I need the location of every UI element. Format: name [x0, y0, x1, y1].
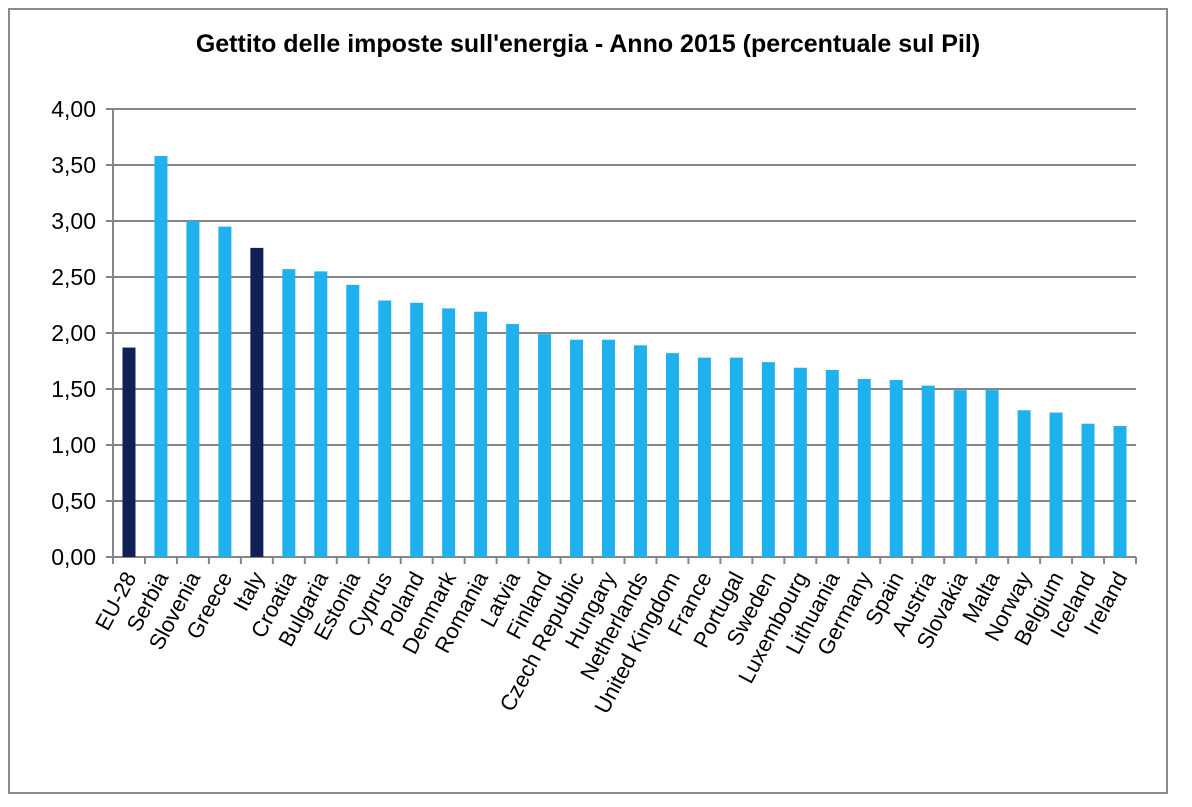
y-tick-label: 0,50 [51, 488, 96, 514]
bar-finland [538, 334, 552, 557]
bar-malta [985, 390, 999, 557]
bar-austria [921, 385, 935, 557]
bar-czech-republic [570, 339, 584, 557]
bar-iceland [1081, 423, 1095, 557]
bar-norway [1017, 410, 1031, 557]
y-tick-label: 3,00 [51, 208, 96, 234]
chart-title: Gettito delle imposte sull'energia - Ann… [195, 30, 981, 58]
y-tick-label: 0,00 [51, 544, 96, 570]
bar-denmark [442, 308, 456, 557]
bar-estonia [346, 284, 360, 557]
y-tick-label: 2,00 [51, 320, 96, 346]
bar-sweden [761, 362, 775, 557]
bar-france [697, 357, 711, 557]
bar-ireland [1113, 425, 1127, 557]
bar-belgium [1049, 412, 1063, 557]
bar-slovenia [186, 221, 200, 557]
y-tick-label: 2,50 [51, 264, 96, 290]
chart-frame [8, 8, 1168, 794]
bar-croatia [282, 269, 296, 557]
bar-italy [250, 247, 264, 557]
bar-united-kingdom [665, 353, 679, 557]
bar-cyprus [378, 300, 392, 557]
bar-spain [889, 380, 903, 557]
bar-greece [218, 226, 232, 557]
y-tick-label: 1,50 [51, 376, 96, 402]
bar-lithuania [825, 369, 839, 557]
bar-latvia [506, 324, 520, 557]
bar-serbia [154, 156, 168, 558]
bar-eu-28 [122, 347, 136, 557]
y-tick-label: 4,00 [51, 96, 96, 122]
bar-romania [474, 311, 488, 557]
bar-germany [857, 378, 871, 557]
bar-netherlands [633, 345, 647, 557]
y-tick-label: 1,00 [51, 432, 96, 458]
bar-bulgaria [314, 271, 328, 557]
bar-hungary [602, 339, 616, 557]
y-tick-label: 3,50 [51, 152, 96, 178]
bar-portugal [729, 357, 743, 557]
bar-luxembourg [793, 367, 807, 557]
bar-slovakia [953, 390, 967, 557]
bar-poland [410, 302, 424, 557]
